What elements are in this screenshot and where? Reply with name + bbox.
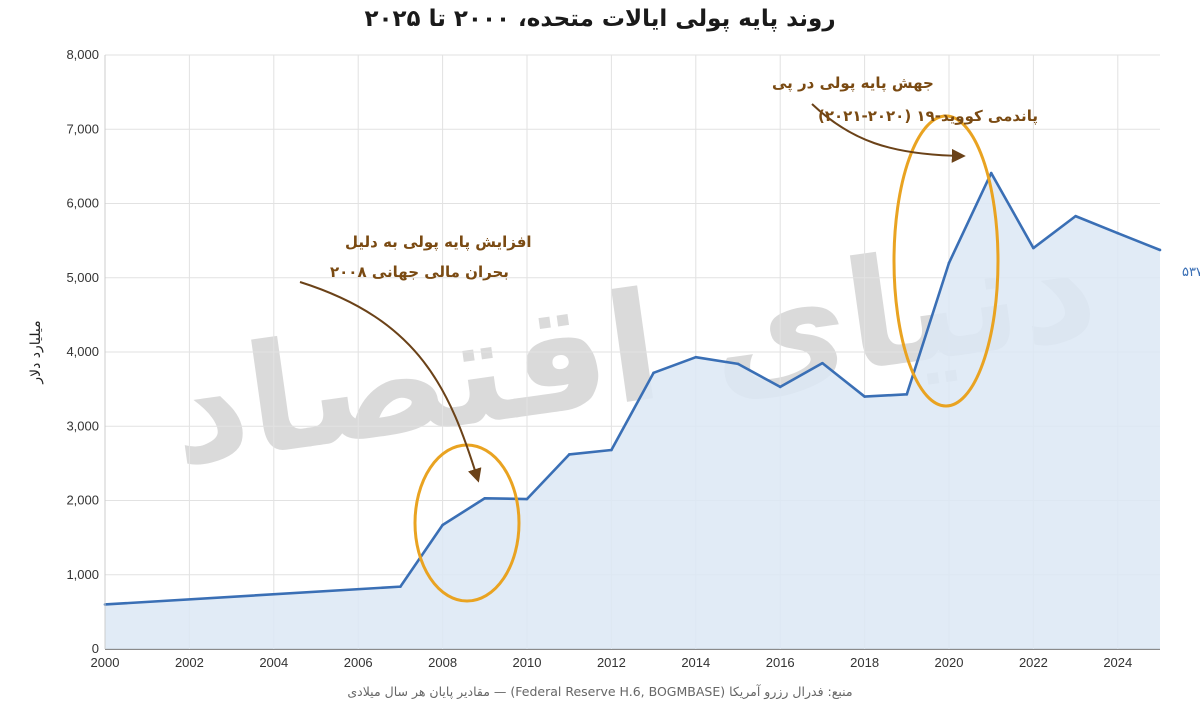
data-point — [1032, 246, 1035, 250]
data-point — [694, 355, 698, 359]
x-tick-label: 2004 — [259, 655, 288, 670]
annotation-2008-line2: بحران مالی جهانی ۲۰۰۸ — [330, 263, 509, 281]
x-tick-label: 2008 — [428, 655, 457, 670]
annotation-2020-line1: جهش پایه پولی در پی — [772, 74, 934, 93]
x-tick-label: 2014 — [681, 655, 710, 670]
data-point — [483, 496, 487, 500]
end-value-label: ۵۳۷۴ — [1182, 265, 1200, 280]
data-point — [1158, 248, 1162, 252]
data-point — [1116, 231, 1120, 235]
x-tick-label: 2012 — [597, 655, 626, 670]
annotation-arrow-2020 — [811, 103, 966, 163]
data-point — [610, 448, 613, 452]
area-layer — [105, 173, 1160, 649]
x-tick-label: 2024 — [1103, 655, 1132, 670]
data-point — [989, 171, 993, 175]
y-tick-label: 2,000 — [66, 493, 99, 508]
data-point — [652, 371, 655, 375]
x-tick-label: 2006 — [344, 655, 373, 670]
data-point — [736, 362, 740, 366]
data-point — [821, 361, 824, 365]
data-point — [947, 261, 951, 265]
annotation-layer: افزایش پایه پولی به دلیل بحران مالی جهانی… — [299, 74, 1038, 603]
series-area — [105, 173, 1160, 649]
data-point — [525, 497, 529, 501]
annotation-arrow-2008 — [299, 281, 482, 483]
x-tick-label: 2018 — [850, 655, 879, 670]
data-point — [399, 585, 402, 588]
series-line — [104, 171, 1161, 606]
data-point — [863, 395, 866, 398]
y-tick-label: 6,000 — [66, 196, 99, 211]
x-tick-label: 2016 — [766, 655, 795, 670]
highlight-ellipse-2020 — [892, 114, 1000, 408]
chart-title: روند پایه پولی ایالات متحده، ۲۰۰۰ تا ۲۰۲… — [364, 6, 836, 32]
x-tick-label: 2022 — [1019, 655, 1048, 670]
y-tick-label: 8,000 — [66, 47, 99, 62]
data-point — [778, 385, 782, 389]
axis-layer: 0 1,000 2,000 3,000 4,000 5,000 6,000 7,000 8,00… — [28, 47, 1132, 670]
data-point — [441, 523, 444, 527]
line-layer: ۵۳۷۴ — [103, 171, 1200, 606]
data-point — [905, 393, 909, 396]
y-tick-label: 3,000 — [66, 418, 99, 433]
data-point — [1074, 214, 1077, 218]
y-tick-label: 5,000 — [66, 270, 99, 285]
x-tick-label: 2020 — [935, 655, 964, 670]
y-tick-label: 1,000 — [66, 567, 99, 582]
data-point — [567, 453, 571, 456]
y-tick-label: 4,000 — [66, 344, 99, 359]
source-note: منبع: فدرال رزرو آمریکا (Federal Reserve… — [347, 684, 853, 699]
annotation-2020-line2: پاندمی کووید-۱۹ (۲۰۲۰-۲۰۲۱) — [818, 107, 1038, 126]
y-tick-label: 0 — [92, 641, 99, 656]
x-tick-label: 2002 — [175, 655, 204, 670]
x-tick-label: 2000 — [91, 655, 120, 670]
y-axis-label: میلیارد دلار — [28, 320, 44, 384]
x-tick-label: 2010 — [513, 655, 542, 670]
y-tick-label: 7,000 — [66, 121, 99, 136]
annotation-2008-line1: افزایش پایه پولی به دلیل — [345, 233, 532, 252]
